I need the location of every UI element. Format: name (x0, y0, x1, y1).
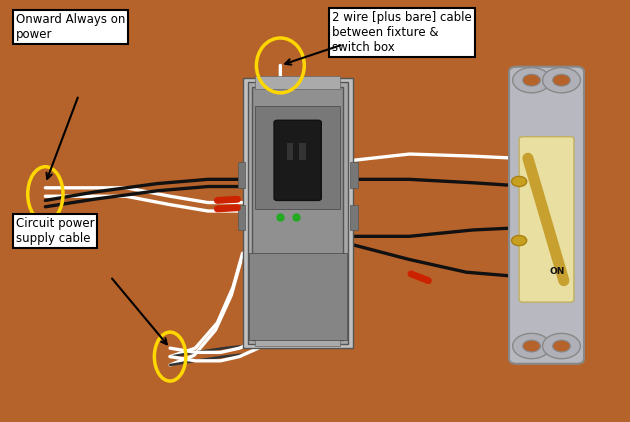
FancyBboxPatch shape (274, 120, 321, 200)
Bar (238, 162, 245, 188)
Circle shape (513, 68, 551, 93)
FancyBboxPatch shape (509, 67, 584, 364)
Circle shape (512, 235, 527, 246)
Circle shape (542, 333, 580, 359)
Bar (350, 205, 358, 230)
Bar (255, 76, 340, 89)
Text: Onward Always on
power: Onward Always on power (16, 13, 125, 41)
Bar (249, 253, 347, 340)
Bar (350, 162, 358, 188)
Circle shape (512, 176, 527, 187)
Circle shape (523, 340, 541, 352)
Bar (238, 205, 245, 230)
Text: ON: ON (550, 268, 565, 276)
Text: 2 wire [plus bare] cable
between fixture &
switch box: 2 wire [plus bare] cable between fixture… (332, 11, 472, 54)
Circle shape (553, 74, 570, 86)
Bar (252, 87, 343, 340)
Bar (243, 78, 353, 348)
Text: Circuit power
supply cable: Circuit power supply cable (16, 217, 94, 245)
Circle shape (513, 333, 551, 359)
Circle shape (542, 68, 580, 93)
Circle shape (553, 340, 570, 352)
Bar (287, 143, 293, 160)
Bar (255, 106, 340, 209)
Bar (299, 143, 306, 160)
Bar (248, 82, 348, 344)
Bar (255, 333, 340, 346)
FancyBboxPatch shape (519, 137, 574, 302)
Bar (287, 143, 293, 160)
Bar (299, 143, 306, 160)
Circle shape (523, 74, 541, 86)
